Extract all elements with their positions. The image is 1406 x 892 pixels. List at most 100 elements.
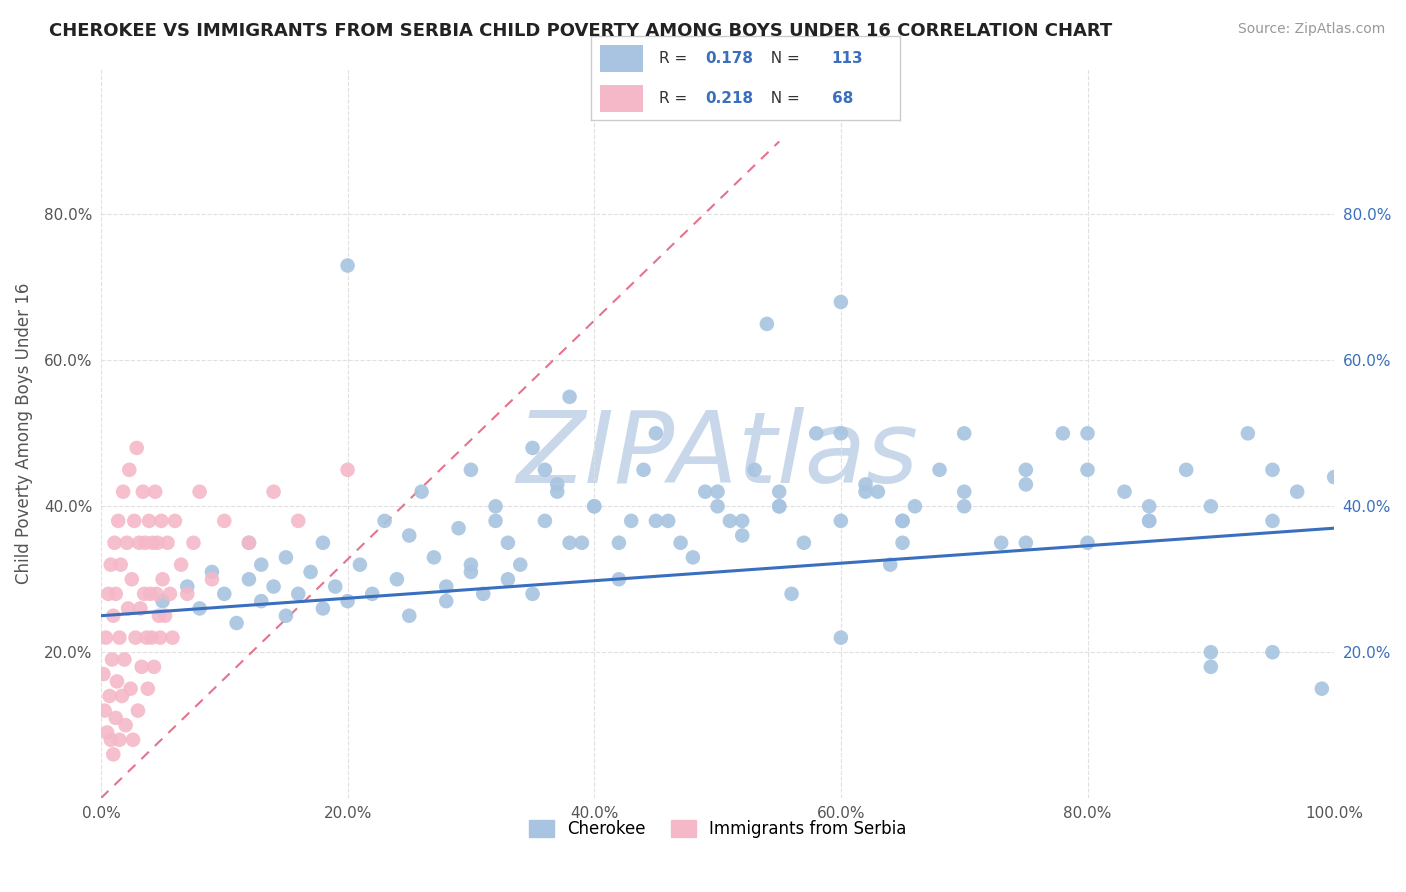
Point bbox=[1137, 514, 1160, 528]
Point bbox=[1175, 463, 1198, 477]
Point bbox=[731, 514, 754, 528]
Point bbox=[706, 500, 728, 514]
Point bbox=[238, 572, 260, 586]
Point bbox=[201, 565, 224, 579]
Point bbox=[176, 580, 198, 594]
Point bbox=[100, 732, 122, 747]
Point bbox=[110, 558, 132, 572]
Point bbox=[104, 587, 127, 601]
Point bbox=[558, 390, 581, 404]
Point bbox=[460, 565, 482, 579]
Point bbox=[250, 558, 273, 572]
Point bbox=[385, 572, 408, 586]
Point bbox=[706, 484, 728, 499]
Point bbox=[855, 477, 877, 491]
Point bbox=[183, 535, 205, 549]
Point bbox=[112, 484, 135, 499]
Point bbox=[928, 463, 950, 477]
Point bbox=[263, 580, 285, 594]
Point bbox=[1114, 484, 1136, 499]
Point bbox=[201, 572, 224, 586]
Point bbox=[768, 484, 790, 499]
Point bbox=[509, 558, 531, 572]
Point bbox=[124, 631, 146, 645]
Point bbox=[274, 608, 297, 623]
Point bbox=[111, 689, 134, 703]
Point bbox=[122, 514, 145, 528]
Point bbox=[620, 514, 643, 528]
Point bbox=[496, 535, 519, 549]
Text: 68: 68 bbox=[832, 91, 853, 106]
Point bbox=[447, 521, 470, 535]
Point bbox=[176, 587, 198, 601]
Point bbox=[1137, 514, 1160, 528]
Point bbox=[1076, 535, 1098, 549]
Point bbox=[131, 660, 153, 674]
Point bbox=[607, 535, 630, 549]
Point bbox=[93, 667, 115, 681]
Point bbox=[120, 681, 142, 696]
Point bbox=[522, 587, 544, 601]
Point bbox=[152, 594, 174, 608]
Point bbox=[170, 558, 193, 572]
Legend: Cherokee, Immigrants from Serbia: Cherokee, Immigrants from Serbia bbox=[522, 813, 912, 845]
Point bbox=[830, 295, 852, 310]
Point bbox=[633, 463, 655, 477]
Point bbox=[1015, 463, 1038, 477]
Point bbox=[953, 500, 976, 514]
Point bbox=[143, 484, 166, 499]
Point bbox=[336, 463, 359, 477]
Point bbox=[163, 514, 186, 528]
Point bbox=[263, 484, 285, 499]
Point bbox=[534, 463, 557, 477]
Point bbox=[571, 535, 593, 549]
Point bbox=[101, 652, 124, 666]
Point bbox=[891, 514, 914, 528]
Point bbox=[1323, 470, 1346, 484]
Point bbox=[287, 514, 309, 528]
Point bbox=[148, 608, 170, 623]
Point bbox=[156, 535, 179, 549]
Point bbox=[188, 601, 211, 615]
Point bbox=[1261, 514, 1284, 528]
Point bbox=[323, 580, 346, 594]
Point bbox=[546, 484, 568, 499]
Point bbox=[142, 535, 165, 549]
Point bbox=[1076, 463, 1098, 477]
Bar bbox=[600, 85, 643, 112]
Text: ZIPAtlas: ZIPAtlas bbox=[516, 407, 918, 504]
Point bbox=[434, 580, 457, 594]
Point bbox=[806, 426, 828, 441]
Point bbox=[411, 484, 433, 499]
Point bbox=[1199, 500, 1222, 514]
Point bbox=[287, 587, 309, 601]
Point bbox=[225, 615, 247, 630]
Point bbox=[718, 514, 741, 528]
Point bbox=[780, 587, 803, 601]
Bar bbox=[600, 45, 643, 72]
Point bbox=[879, 558, 901, 572]
Point bbox=[1261, 463, 1284, 477]
Point bbox=[644, 514, 666, 528]
Point bbox=[149, 631, 172, 645]
Point bbox=[135, 631, 157, 645]
Point bbox=[103, 608, 125, 623]
Point bbox=[534, 514, 557, 528]
Point bbox=[644, 426, 666, 441]
Point bbox=[336, 594, 359, 608]
Text: CHEROKEE VS IMMIGRANTS FROM SERBIA CHILD POVERTY AMONG BOYS UNDER 16 CORRELATION: CHEROKEE VS IMMIGRANTS FROM SERBIA CHILD… bbox=[49, 22, 1112, 40]
Point bbox=[669, 535, 692, 549]
Point bbox=[496, 572, 519, 586]
Point bbox=[830, 514, 852, 528]
Point bbox=[134, 535, 156, 549]
Point bbox=[1237, 426, 1260, 441]
Point bbox=[731, 528, 754, 542]
Point bbox=[129, 601, 152, 615]
Point bbox=[866, 484, 889, 499]
Text: 113: 113 bbox=[832, 51, 863, 66]
Point bbox=[855, 484, 877, 499]
Point bbox=[423, 550, 446, 565]
Point bbox=[214, 587, 236, 601]
Text: 0.178: 0.178 bbox=[704, 51, 754, 66]
Point bbox=[768, 500, 790, 514]
